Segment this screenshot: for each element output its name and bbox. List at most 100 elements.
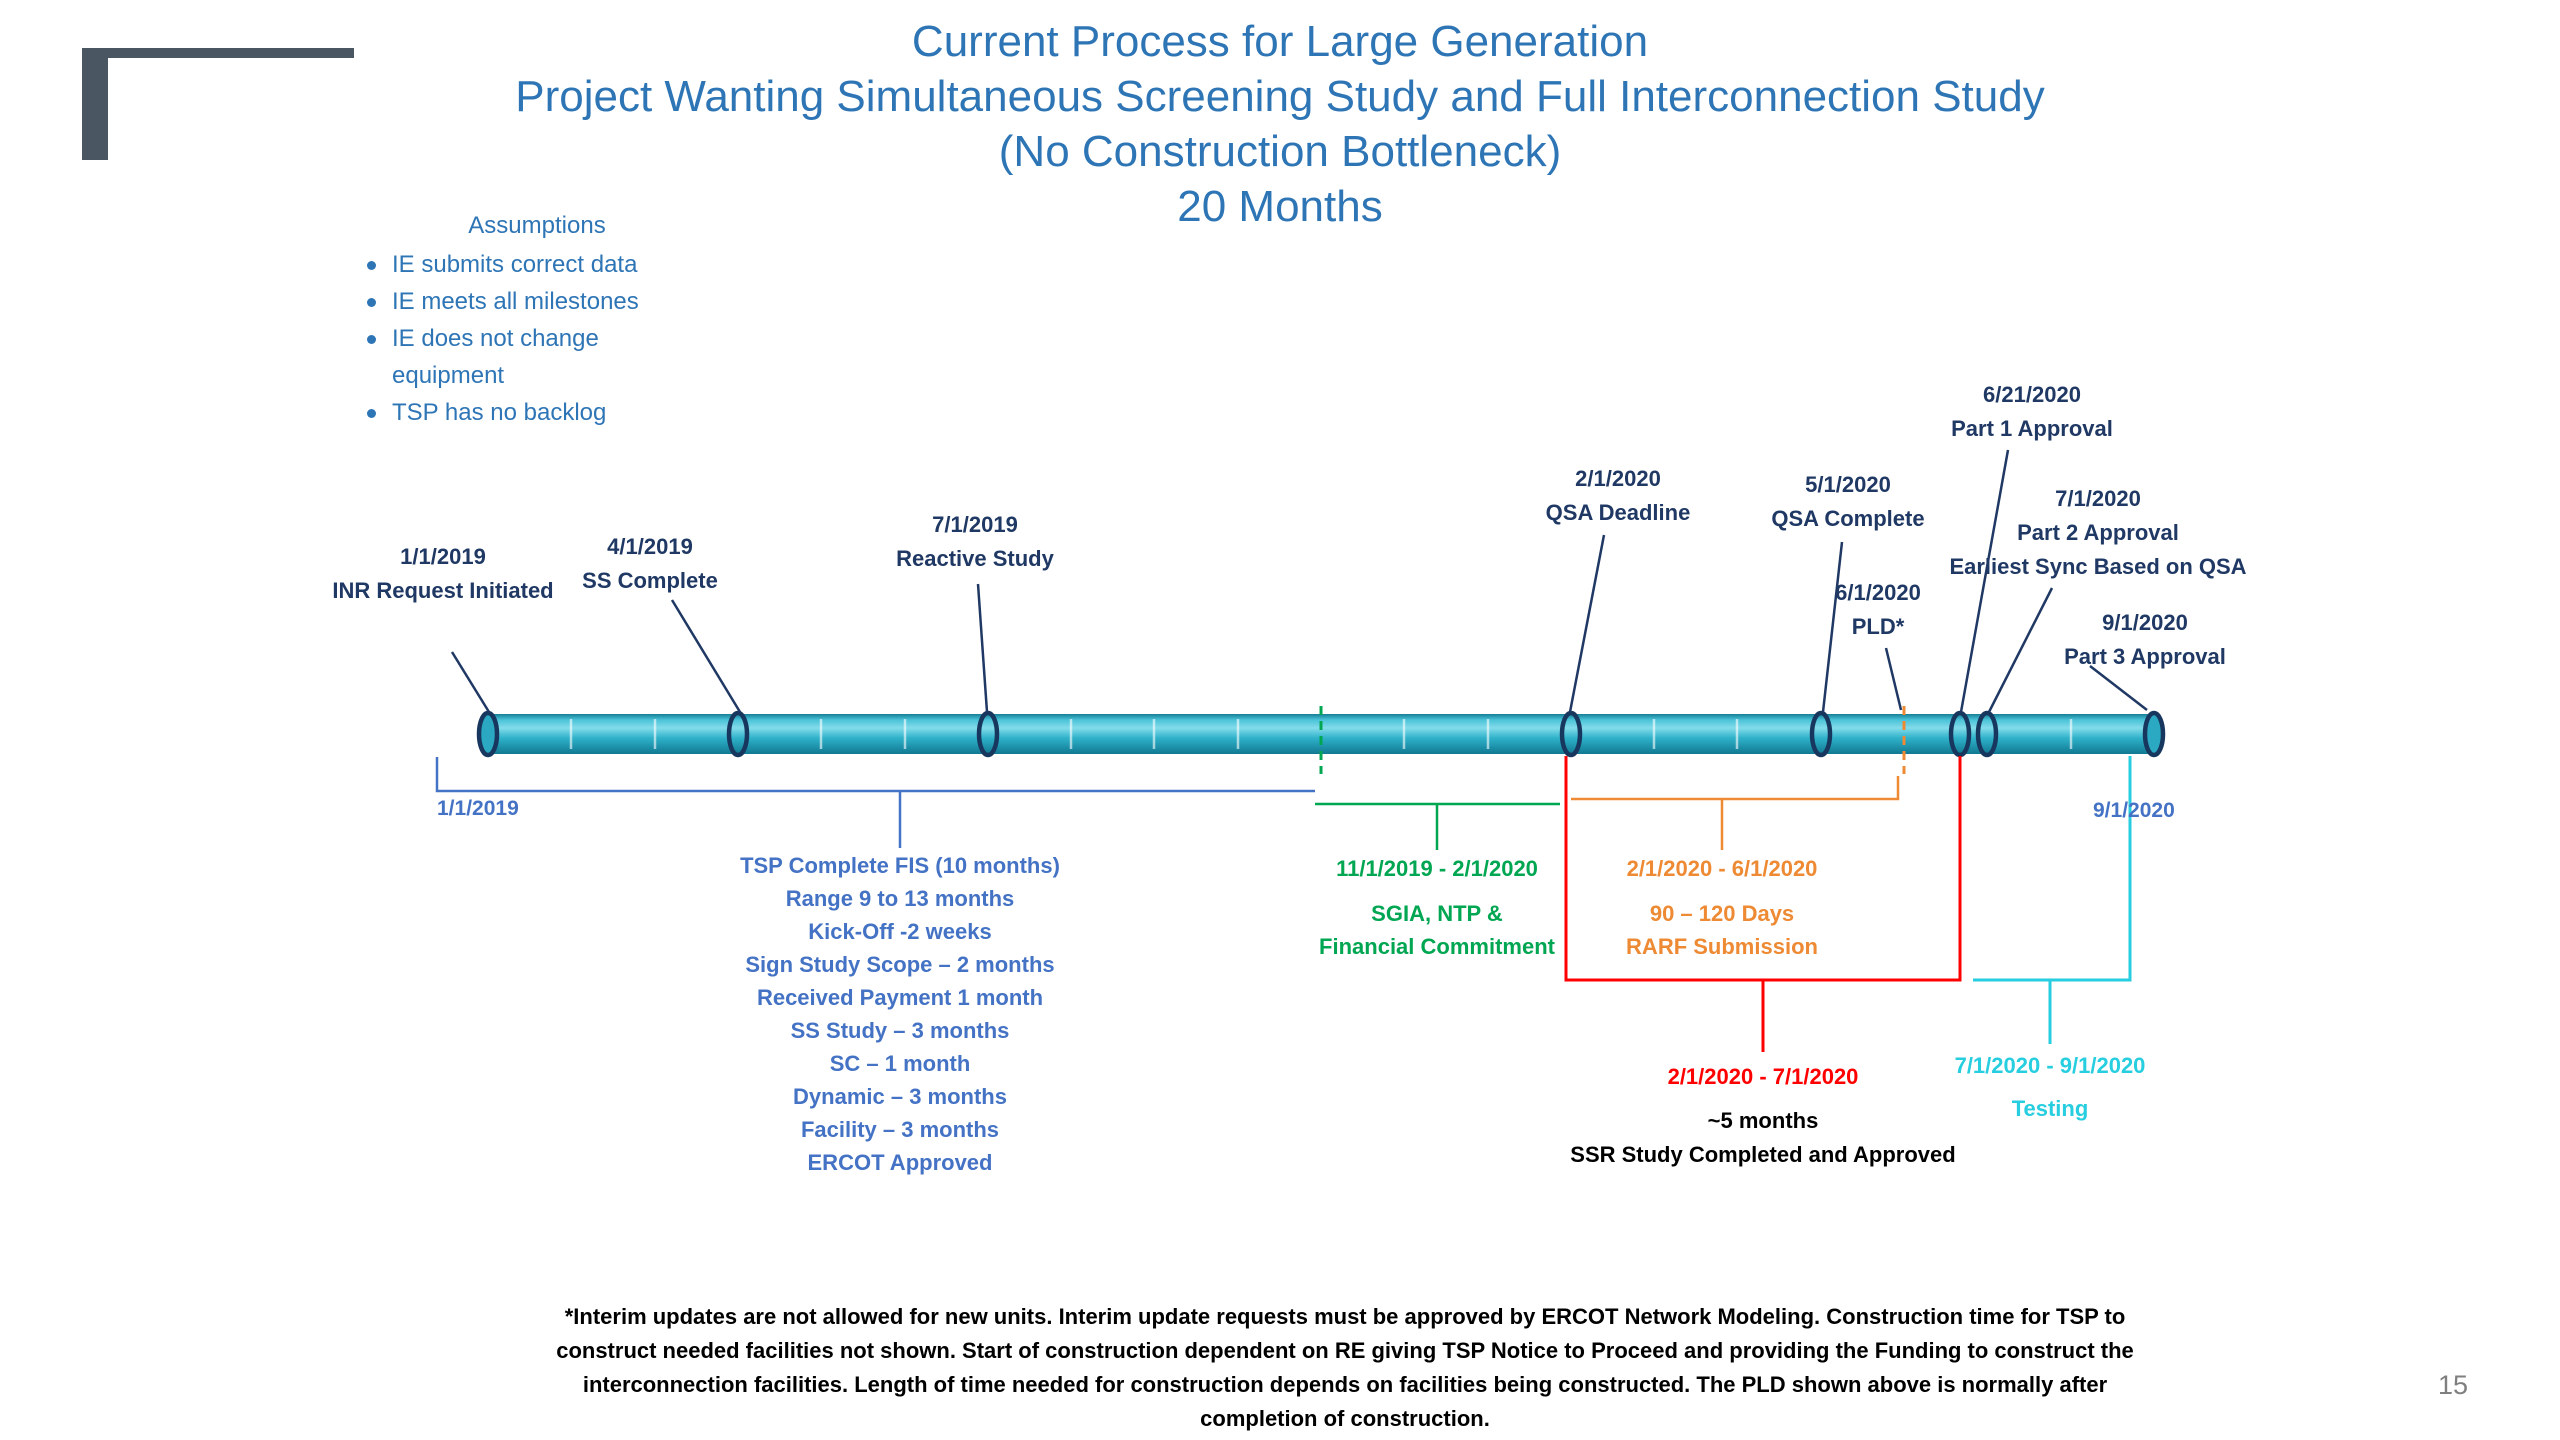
milestone-date: 5/1/2020 xyxy=(1805,472,1891,497)
milestone-date: 9/1/2020 xyxy=(2102,610,2188,635)
milestone-date: 4/1/2019 xyxy=(607,534,693,559)
connector-line xyxy=(1884,647,1903,711)
milestone-title: Reactive Study xyxy=(896,546,1054,571)
milestone-date: 7/1/2020 xyxy=(2055,486,2141,511)
fis-line: Facility – 3 months xyxy=(800,1117,1000,1142)
connector-line xyxy=(976,583,989,713)
timeline-bar xyxy=(488,714,2154,754)
bullet-dot xyxy=(367,298,376,307)
title-line: Current Process for Large Generation xyxy=(911,17,1649,66)
rarf-line: RARF Submission xyxy=(1626,934,1818,959)
assumption-text: IE submits correct data xyxy=(392,251,638,278)
fis-line: Received Payment 1 month xyxy=(756,985,1044,1010)
connector-line xyxy=(1568,534,1606,713)
milestone-title: INR Request Initiated xyxy=(332,578,554,603)
milestone-title: Part 2 Approval xyxy=(2017,520,2179,545)
timeline-month-ticks xyxy=(569,719,2073,749)
milestone-date: 7/1/2019 xyxy=(932,512,1018,537)
slide-title: Current Process for Large Generation Pro… xyxy=(0,14,2560,234)
milestone-title: PLD* xyxy=(1851,614,1905,639)
milestone-date: 2/1/2020 xyxy=(1575,466,1661,491)
ssr-caption: SSR Study Completed and Approved xyxy=(1570,1142,1956,1167)
assumption-item: IE submits correct data xyxy=(367,246,707,283)
fis-line: Range 9 to 13 months xyxy=(785,886,1015,911)
bullet-dot xyxy=(367,261,376,270)
milestone-marker xyxy=(476,710,500,758)
corner-decoration-horizontal xyxy=(108,48,354,58)
milestone-label-reactive-study: 7/1/2019 Reactive Study xyxy=(896,508,1054,576)
milestone-label-part3: 9/1/2020 Part 3 Approval xyxy=(2064,606,2226,674)
corner-decoration-vertical xyxy=(82,48,108,160)
assumption-item: IE does not change equipment xyxy=(367,320,707,394)
fis-phase-text: TSP Complete FIS (10 months) Range 9 to … xyxy=(740,849,1060,1179)
milestone-label-inr: 1/1/2019 INR Request Initiated xyxy=(332,540,553,608)
testing-caption: Testing xyxy=(2011,1096,2089,1121)
title-line: 20 Months xyxy=(1177,182,1383,231)
sgia-range: 11/1/2019 - 2/1/2020 xyxy=(1336,856,1538,881)
ssr-duration: ~5 months xyxy=(1707,1108,1819,1133)
connector-line xyxy=(1987,587,2054,713)
testing-range: 7/1/2020 - 9/1/2020 xyxy=(1954,1053,2146,1078)
assumption-text: IE does not change equipment xyxy=(392,325,599,389)
milestone-marker xyxy=(1809,710,1833,758)
bracket-line xyxy=(1571,776,1900,801)
timeline-end-date: 9/1/2020 xyxy=(2093,799,2175,822)
assumptions-panel: Assumptions IE submits correct data IE m… xyxy=(367,212,707,431)
fis-line: SC – 1 month xyxy=(829,1051,971,1076)
fis-line: Kick-Off -2 weeks xyxy=(808,919,992,944)
bullet-dot xyxy=(367,335,376,344)
assumptions-list: IE submits correct data IE meets all mil… xyxy=(367,246,707,431)
timeline-start-date: 1/1/2019 xyxy=(437,797,519,820)
milestone-label-qsa-deadline: 2/1/2020 QSA Deadline xyxy=(1546,462,1691,530)
rarf-caption: 90 – 120 Days RARF Submission xyxy=(1626,897,1818,963)
phase-dividers xyxy=(1319,706,1906,774)
connector-line xyxy=(450,651,491,713)
sgia-caption: SGIA, NTP & Financial Commitment xyxy=(1319,897,1555,963)
ssr-range: 2/1/2020 - 7/1/2020 xyxy=(1667,1064,1859,1089)
footnote-line: interconnection facilities. Length of ti… xyxy=(582,1372,2108,1397)
bracket-fis xyxy=(435,757,1315,848)
assumption-text: IE meets all milestones xyxy=(392,288,639,315)
milestone-date: 6/21/2020 xyxy=(1983,382,2081,407)
footnote: *Interim updates are not allowed for new… xyxy=(133,1300,2557,1436)
milestone-label-pld: 6/1/2020 PLD* xyxy=(1835,576,1921,644)
milestone-marker xyxy=(726,710,750,758)
bracket-sgia xyxy=(1315,802,1560,850)
milestone-marker xyxy=(1948,710,1972,758)
milestone-label-qsa-complete: 5/1/2020 QSA Complete xyxy=(1771,468,1924,536)
sgia-line: Financial Commitment xyxy=(1319,934,1555,959)
milestone-title: QSA Deadline xyxy=(1545,500,1691,525)
milestone-label-part1: 6/21/2020 Part 1 Approval xyxy=(1951,378,2113,446)
footnote-line: completion of construction. xyxy=(1200,1406,1490,1431)
fis-line: Sign Study Scope – 2 months xyxy=(745,952,1055,977)
assumption-text: TSP has no backlog xyxy=(392,399,607,426)
milestone-label-part2: 7/1/2020 Part 2 Approval Earliest Sync B… xyxy=(1949,482,2246,584)
title-line: Project Wanting Simultaneous Screening S… xyxy=(515,72,2045,121)
milestone-title: SS Complete xyxy=(582,568,718,593)
footnote-line: construct needed facilities not shown. S… xyxy=(556,1338,2134,1363)
milestone-title: Part 3 Approval xyxy=(2064,644,2226,669)
sgia-line: SGIA, NTP & xyxy=(1371,901,1503,926)
fis-line: ERCOT Approved xyxy=(807,1150,993,1175)
fis-line: TSP Complete FIS (10 months) xyxy=(740,853,1060,878)
milestone-marker xyxy=(2142,710,2166,758)
assumption-item: IE meets all milestones xyxy=(367,283,707,320)
milestone-date: 1/1/2019 xyxy=(400,544,486,569)
milestone-title2: Earliest Sync Based on QSA xyxy=(1949,554,2247,579)
milestone-label-ss-complete: 4/1/2019 SS Complete xyxy=(582,530,718,598)
milestone-marker xyxy=(976,710,1000,758)
fis-line: SS Study – 3 months xyxy=(790,1018,1010,1043)
rarf-line: 90 – 120 Days xyxy=(1649,901,1795,926)
assumptions-heading: Assumptions xyxy=(468,212,606,239)
milestone-markers xyxy=(476,710,2166,758)
bracket-line xyxy=(435,757,1315,793)
connector-line xyxy=(670,599,742,713)
assumption-item: TSP has no backlog xyxy=(367,394,707,431)
title-line: (No Construction Bottleneck) xyxy=(998,127,1562,176)
bullet-dot xyxy=(367,409,376,418)
footnote-line: *Interim updates are not allowed for new… xyxy=(564,1304,2126,1329)
milestone-date: 6/1/2020 xyxy=(1835,580,1921,605)
milestone-marker xyxy=(1559,710,1583,758)
bracket-rarf xyxy=(1571,776,1900,850)
